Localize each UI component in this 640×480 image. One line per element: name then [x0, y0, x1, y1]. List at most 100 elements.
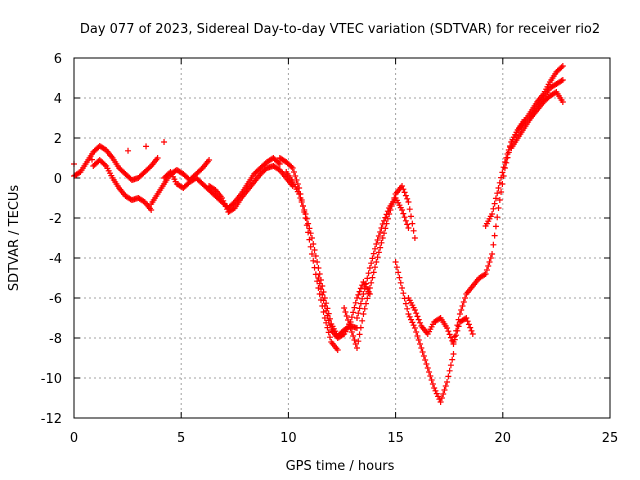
data-point — [406, 313, 413, 320]
data-point — [355, 310, 362, 317]
data-point — [288, 163, 295, 170]
data-point — [464, 318, 471, 325]
data-point — [455, 323, 462, 330]
data-point — [314, 259, 321, 265]
data-point — [375, 233, 382, 239]
data-point — [558, 77, 565, 84]
data-point — [395, 269, 402, 276]
data-point — [413, 310, 420, 317]
data-point — [107, 152, 114, 159]
data-point — [89, 156, 96, 163]
data-point — [489, 211, 496, 217]
data-point — [496, 197, 503, 203]
data-point — [451, 333, 458, 340]
data-point — [350, 333, 357, 339]
data-point — [377, 244, 384, 251]
data-point — [423, 361, 430, 367]
data-point — [161, 139, 168, 145]
data-point — [495, 185, 502, 191]
data-point — [303, 215, 310, 222]
data-point — [326, 334, 333, 341]
data-point — [346, 321, 353, 327]
data-point — [500, 164, 507, 171]
data-point — [405, 199, 412, 205]
data-point — [347, 325, 354, 331]
data-point — [489, 251, 496, 257]
data-point — [494, 214, 501, 221]
data-point — [377, 229, 384, 235]
data-point — [441, 387, 448, 393]
data-point — [373, 259, 380, 265]
data-point — [366, 285, 373, 291]
data-point — [445, 373, 452, 380]
data-point — [458, 307, 465, 313]
data-point — [368, 260, 375, 267]
data-point — [487, 255, 494, 261]
data-point — [359, 295, 366, 302]
data-point — [432, 387, 439, 394]
y-tick-label: 6 — [54, 52, 62, 67]
data-point — [352, 299, 359, 306]
data-point — [306, 225, 313, 232]
data-point — [415, 337, 422, 343]
data-point — [356, 331, 363, 338]
data-point — [490, 205, 497, 212]
chart-title: Day 077 of 2023, Sidereal Day-to-day VTE… — [80, 22, 600, 37]
data-point — [408, 213, 415, 220]
data-point — [404, 305, 411, 312]
data-point — [405, 311, 412, 317]
data-point — [307, 230, 314, 237]
data-point — [310, 257, 317, 264]
data-point — [504, 151, 511, 157]
data-point — [559, 99, 566, 105]
data-point — [276, 161, 283, 167]
data-point — [299, 203, 306, 209]
data-point — [143, 143, 150, 150]
data-point — [490, 241, 497, 248]
data-point — [481, 271, 488, 278]
data-point — [206, 157, 213, 163]
data-point — [369, 255, 376, 262]
data-point — [302, 211, 309, 217]
data-point — [325, 317, 332, 324]
x-axis-label: GPS time / hours — [286, 459, 395, 474]
data-point — [414, 333, 421, 339]
data-point — [366, 265, 373, 271]
data-point — [445, 328, 452, 335]
data-point — [463, 315, 470, 321]
data-point — [496, 179, 503, 186]
data-point — [366, 291, 373, 297]
x-tick-label: 15 — [387, 431, 404, 446]
data-point — [320, 297, 327, 304]
data-point — [310, 241, 317, 247]
series-3 — [161, 155, 283, 211]
data-point — [363, 280, 370, 287]
data-point — [348, 329, 355, 335]
plot-frame — [73, 57, 611, 419]
y-tick-label: -8 — [49, 332, 62, 347]
data-point — [399, 183, 406, 189]
data-point — [420, 353, 427, 359]
data-point — [381, 230, 388, 237]
data-point — [405, 225, 412, 231]
data-point — [221, 200, 228, 207]
data-point — [351, 304, 358, 311]
data-point — [449, 356, 456, 363]
data-point — [417, 319, 424, 326]
data-point — [426, 369, 433, 375]
data-point — [467, 324, 474, 331]
data-point — [440, 391, 447, 397]
series-9 — [354, 195, 412, 321]
data-point — [343, 313, 350, 319]
data-point — [365, 270, 372, 277]
data-point — [308, 235, 315, 241]
data-point — [317, 286, 324, 293]
series-7 — [315, 275, 373, 341]
data-point — [558, 64, 565, 71]
data-point — [492, 195, 499, 202]
y-tick-label: -12 — [41, 412, 62, 427]
data-point — [383, 211, 390, 218]
x-tick-label: 20 — [495, 431, 512, 446]
data-point — [446, 331, 453, 338]
